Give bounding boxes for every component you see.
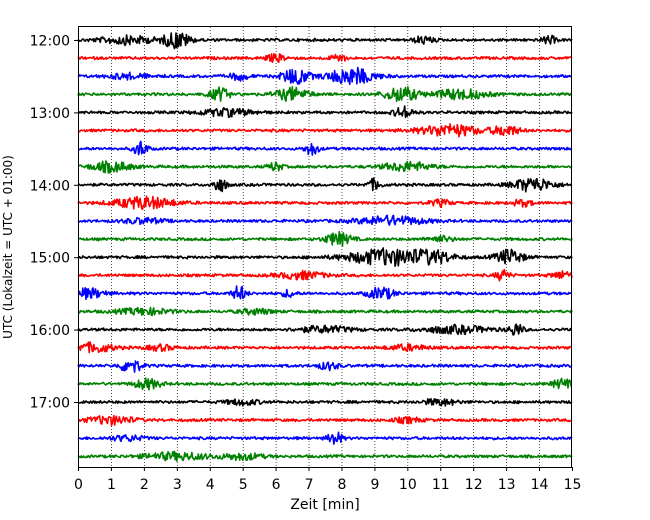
trace-line xyxy=(77,140,573,156)
x-tick-label: 13 xyxy=(498,477,516,493)
x-tick-label: 1 xyxy=(107,477,116,493)
y-tick-label: 12:00 xyxy=(30,34,70,50)
x-tick-label: 3 xyxy=(173,477,182,493)
trace-line xyxy=(77,360,573,373)
trace-line xyxy=(77,341,573,354)
trace-line xyxy=(77,53,573,63)
x-tick-label: 4 xyxy=(206,477,215,493)
trace-line xyxy=(77,230,573,247)
seismic-traces xyxy=(77,32,573,462)
x-tick-label: 8 xyxy=(338,477,347,493)
trace-line xyxy=(77,177,573,193)
y-axis-ticks: 12:00 13:00 14:00 15:00 16:00 17:00 xyxy=(30,34,78,412)
x-tick-label: 0 xyxy=(74,477,83,493)
trace-line xyxy=(78,105,573,119)
x-tick-label: 5 xyxy=(239,477,248,493)
trace-line xyxy=(77,414,573,427)
trace-line xyxy=(77,214,573,226)
trace-line xyxy=(77,247,573,267)
x-tick-label: 11 xyxy=(432,477,450,493)
x-axis-ticks: 0 1 2 3 4 5 6 7 8 9 10 11 12 13 14 15 xyxy=(74,467,581,493)
x-tick-label: 6 xyxy=(272,477,281,493)
vertical-grid xyxy=(111,27,540,467)
plot-frame xyxy=(78,26,572,468)
trace-line xyxy=(77,86,572,103)
x-tick-label: 2 xyxy=(140,477,149,493)
trace-line xyxy=(77,431,573,445)
trace-line xyxy=(77,323,573,336)
trace-line xyxy=(77,32,573,50)
y-tick-label: 17:00 xyxy=(30,396,70,412)
trace-line xyxy=(77,450,573,462)
x-tick-label: 10 xyxy=(399,477,417,493)
trace-line xyxy=(77,377,573,391)
y-tick-label: 15:00 xyxy=(30,251,70,267)
x-tick-label: 14 xyxy=(531,477,549,493)
y-tick-label: 13:00 xyxy=(30,106,70,122)
trace-line xyxy=(77,160,573,174)
x-tick-label: 12 xyxy=(465,477,483,493)
x-tick-label: 15 xyxy=(564,477,582,493)
y-tick-label: 16:00 xyxy=(30,323,70,339)
x-tick-label: 7 xyxy=(305,477,314,493)
y-tick-label: 14:00 xyxy=(30,178,70,194)
y-axis-label: UTC (Lokalzeit = UTC + 01:00) xyxy=(1,155,15,339)
x-axis-label: Zeit [min] xyxy=(290,497,359,513)
trace-line xyxy=(77,398,573,407)
trace-line xyxy=(77,306,573,317)
trace-line xyxy=(77,66,572,86)
trace-line xyxy=(77,268,573,282)
trace-line xyxy=(77,195,573,211)
x-tick-label: 9 xyxy=(370,477,379,493)
trace-line xyxy=(77,285,573,301)
trace-line xyxy=(77,123,573,138)
